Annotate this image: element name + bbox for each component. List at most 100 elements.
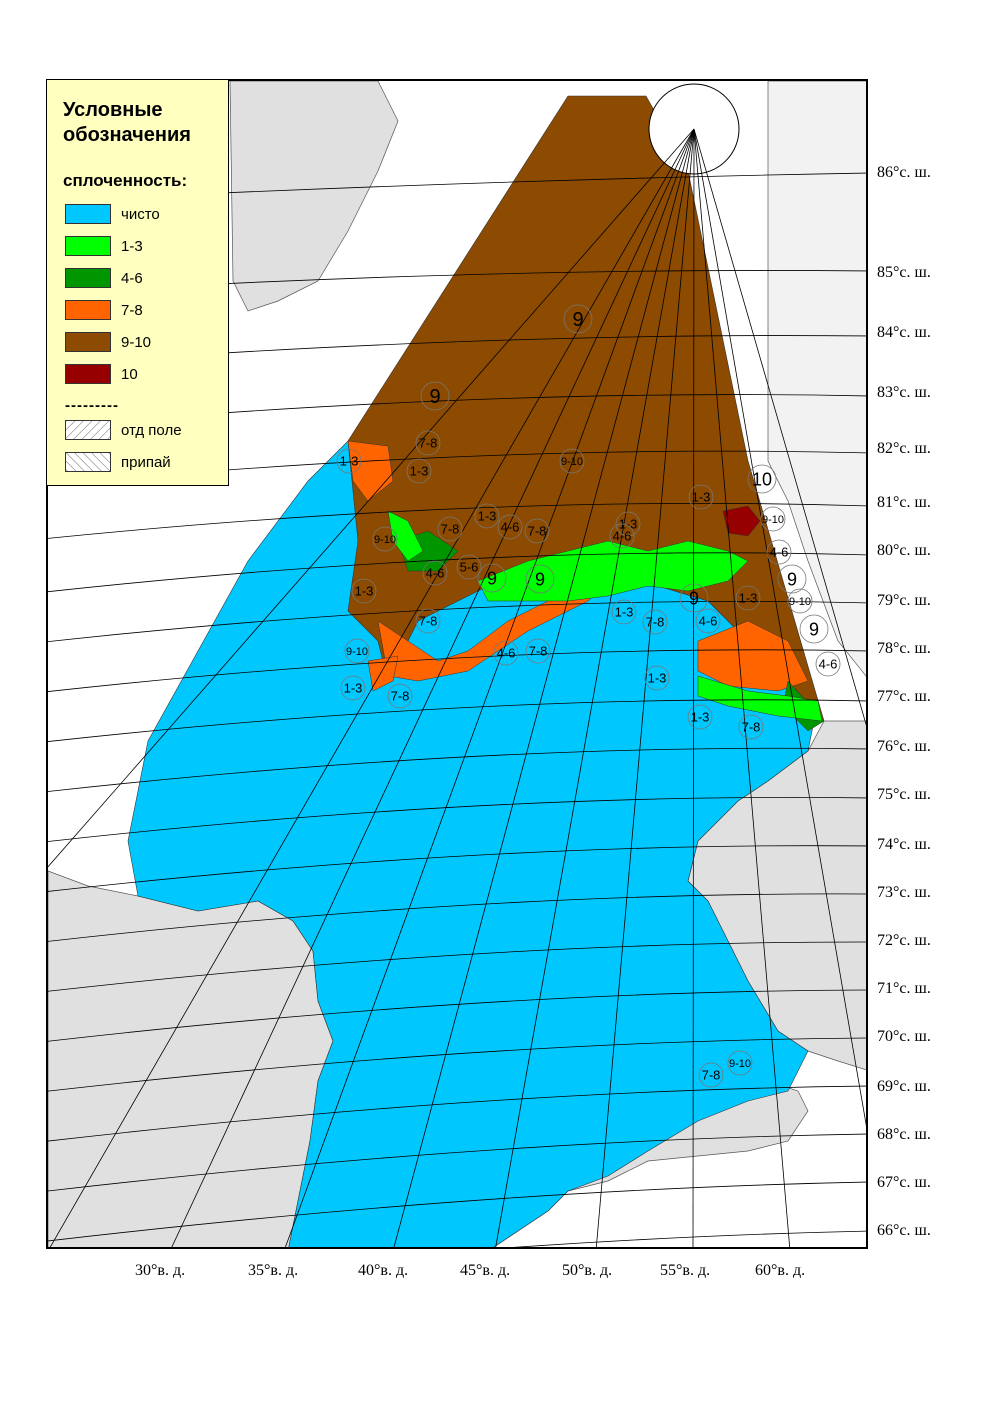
zone-label: 4-6 — [699, 614, 718, 629]
latitude-label: 85°с. ш. — [877, 264, 931, 281]
zone-label-circle — [415, 430, 441, 456]
longitude-label: 35°в. д. — [248, 1262, 299, 1279]
latitude-label: 70°с. ш. — [877, 1028, 931, 1045]
legend-item-9-10: 9-10 — [65, 332, 225, 354]
latitude-label: 81°с. ш. — [877, 494, 931, 511]
latitude-label: 71°с. ш. — [877, 980, 931, 997]
zone-label-circle — [735, 585, 761, 611]
zone-labels: 9 9 9 9 9 9 9 10 1-3 1-3 1-3 1-3 1-3 1-3 1-3 1-3 1-3 1-3 1… — [336, 304, 841, 1088]
zone-label-circle — [642, 609, 668, 635]
zone-label: 1-3 — [648, 671, 667, 686]
zone-label: 1-3 — [739, 591, 758, 606]
zone-label: 9 — [809, 619, 819, 639]
svalbard-land — [229, 81, 399, 312]
legend-item-clear: чисто — [65, 204, 225, 226]
legend-subtitle: сплоченность: — [63, 171, 188, 190]
latitude-label: 86°с. ш. — [877, 164, 931, 181]
latitude-label: 82°с. ш. — [877, 440, 931, 457]
legend-swatch — [65, 300, 111, 320]
ice-zone-1-3 — [387, 510, 823, 722]
clear-sea — [127, 440, 819, 1247]
zone-label-circle — [738, 714, 764, 740]
zone-label: 1-3 — [691, 710, 710, 725]
longitude-label: 45°в. д. — [460, 1262, 511, 1279]
longitude-label: 30°в. д. — [135, 1262, 186, 1279]
zone-label-circle — [611, 599, 637, 625]
zone-label: 4-6 — [497, 646, 516, 661]
zone-label: 1-3 — [478, 509, 497, 524]
zone-label: 7-8 — [702, 1068, 721, 1083]
latitude-label: 83°с. ш. — [877, 384, 931, 401]
zone-label-circle — [559, 448, 585, 474]
zone-label: 7-8 — [441, 522, 460, 537]
east-land-top — [767, 81, 866, 677]
zone-label-circle — [777, 564, 807, 594]
zone-label: 1-3 — [410, 464, 429, 479]
zone-label: 7-8 — [419, 436, 438, 451]
zone-label-circle — [406, 458, 432, 484]
zone-label: 10 — [752, 469, 772, 489]
zone-label-circle — [815, 651, 841, 677]
zone-label: 7-8 — [391, 689, 410, 704]
legend-item-7-8: 7-8 — [65, 300, 225, 322]
zone-label-circle — [609, 523, 635, 549]
zone-label-circle — [563, 304, 593, 334]
zone-label: 1-3 — [615, 605, 634, 620]
zone-label-circle — [456, 554, 482, 580]
latitude-label: 69°с. ш. — [877, 1078, 931, 1095]
legend-swatch — [65, 268, 111, 288]
zone-label: 9-10 — [762, 514, 784, 526]
zone-label-circle — [493, 640, 519, 666]
zone-label-circle — [615, 511, 641, 537]
ice-zone-10 — [722, 505, 761, 537]
zone-label: 1-3 — [340, 454, 359, 469]
zone-label-circle — [688, 484, 714, 510]
zone-label: 9 — [787, 569, 797, 589]
meridian-grid — [48, 128, 866, 1247]
zone-label: 1-3 — [619, 517, 638, 532]
longitude-label: 55°в. д. — [660, 1262, 711, 1279]
longitude-label: 60°в. д. — [755, 1262, 806, 1279]
zone-label: 9-10 — [374, 534, 396, 546]
zone-label-circle — [415, 608, 441, 634]
latitude-label: 68°с. ш. — [877, 1126, 931, 1143]
zone-label-circle — [766, 539, 792, 565]
zone-label: 1-3 — [344, 681, 363, 696]
zone-label-circle — [437, 516, 463, 542]
zone-label-circle — [760, 506, 786, 532]
zone-label: 9-10 — [789, 596, 811, 608]
zone-label-circle — [644, 665, 670, 691]
latitude-label: 77°с. ш. — [877, 688, 931, 705]
latitude-label: 73°с. ш. — [877, 884, 931, 901]
zone-label-circle — [747, 464, 777, 494]
map-area: 9 9 9 9 9 9 9 10 1-3 1-3 1-3 1-3 1-3 1-3 1-3 1-3 1-3 1-3 1… — [46, 79, 868, 1249]
zone-label: 9 — [572, 309, 583, 331]
zone-label-circle — [695, 608, 721, 634]
zone-label-circle — [420, 381, 450, 411]
zone-label-circle — [525, 638, 551, 664]
zone-label: 4-6 — [819, 657, 838, 672]
zone-label: 7-8 — [742, 720, 761, 735]
latitude-label: 78°с. ш. — [877, 640, 931, 657]
zone-label: 4-6 — [613, 529, 632, 544]
zone-label-circle — [387, 683, 413, 709]
zone-label: 9 — [689, 588, 699, 608]
longitude-label: 50°в. д. — [562, 1262, 613, 1279]
legend-panel: Условные обозначения сплоченность: чисто… — [46, 79, 229, 486]
latitude-label: 66°с. ш. — [877, 1222, 931, 1239]
zone-label-circle — [687, 704, 713, 730]
legend-hatch-swatch — [65, 452, 111, 472]
legend-item-1-3: 1-3 — [65, 236, 225, 258]
legend-swatch — [65, 204, 111, 224]
zone-label-circle — [336, 448, 362, 474]
latitude-label: 75°с. ш. — [877, 786, 931, 803]
zone-label-circle — [372, 526, 398, 552]
zone-label-circle — [698, 1062, 724, 1088]
zone-label: 1-3 — [692, 490, 711, 505]
zone-label: 1-3 — [355, 584, 374, 599]
legend-swatch — [65, 332, 111, 352]
zone-label: 9 — [535, 569, 545, 589]
zone-label-circle — [422, 560, 448, 586]
longitude-label: 40°в. д. — [358, 1262, 409, 1279]
zone-label-circle — [524, 518, 550, 544]
